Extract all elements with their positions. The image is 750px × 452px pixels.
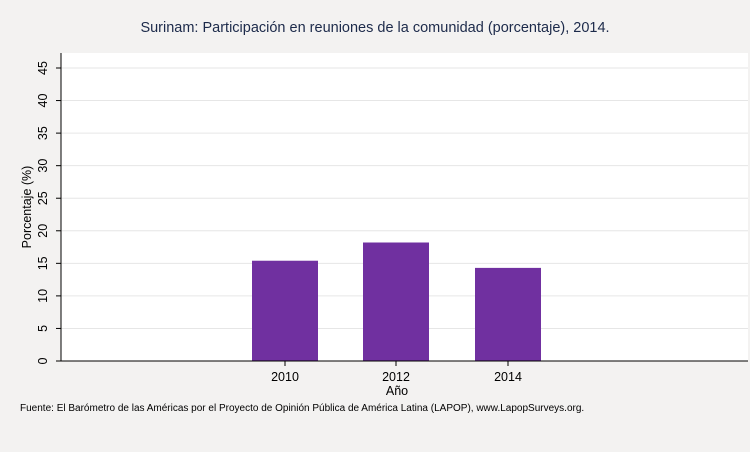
x-ticks: 2010 2012 2014: [271, 361, 522, 384]
bars: [252, 242, 541, 361]
y-tick-label: 25: [36, 191, 50, 205]
source-note: Fuente: El Barómetro de las Américas por…: [20, 403, 584, 414]
bar-2014: [475, 267, 541, 361]
y-tick-label: 35: [36, 126, 50, 140]
bar-2012: [363, 242, 429, 361]
y-tick-label: 15: [36, 256, 50, 270]
chart-title: Surinam: Participación en reuniones de l…: [140, 20, 609, 36]
y-tick-label: 10: [36, 289, 50, 303]
y-tick-label: 5: [36, 325, 50, 332]
bar-2010: [252, 260, 318, 361]
y-axis-label: Porcentaje (%): [20, 166, 34, 249]
x-axis-label: Año: [386, 384, 408, 398]
x-tick-label: 2012: [382, 370, 410, 384]
y-ticks: 0 5 10 15 20 25 30 35 40 45: [36, 61, 61, 364]
y-tick-label: 40: [36, 94, 50, 108]
y-tick-label: 45: [36, 61, 50, 75]
x-tick-label: 2010: [271, 370, 299, 384]
y-tick-label: 0: [36, 357, 50, 364]
x-tick-label: 2014: [494, 370, 522, 384]
y-tick-label: 30: [36, 159, 50, 173]
y-tick-label: 20: [36, 224, 50, 238]
